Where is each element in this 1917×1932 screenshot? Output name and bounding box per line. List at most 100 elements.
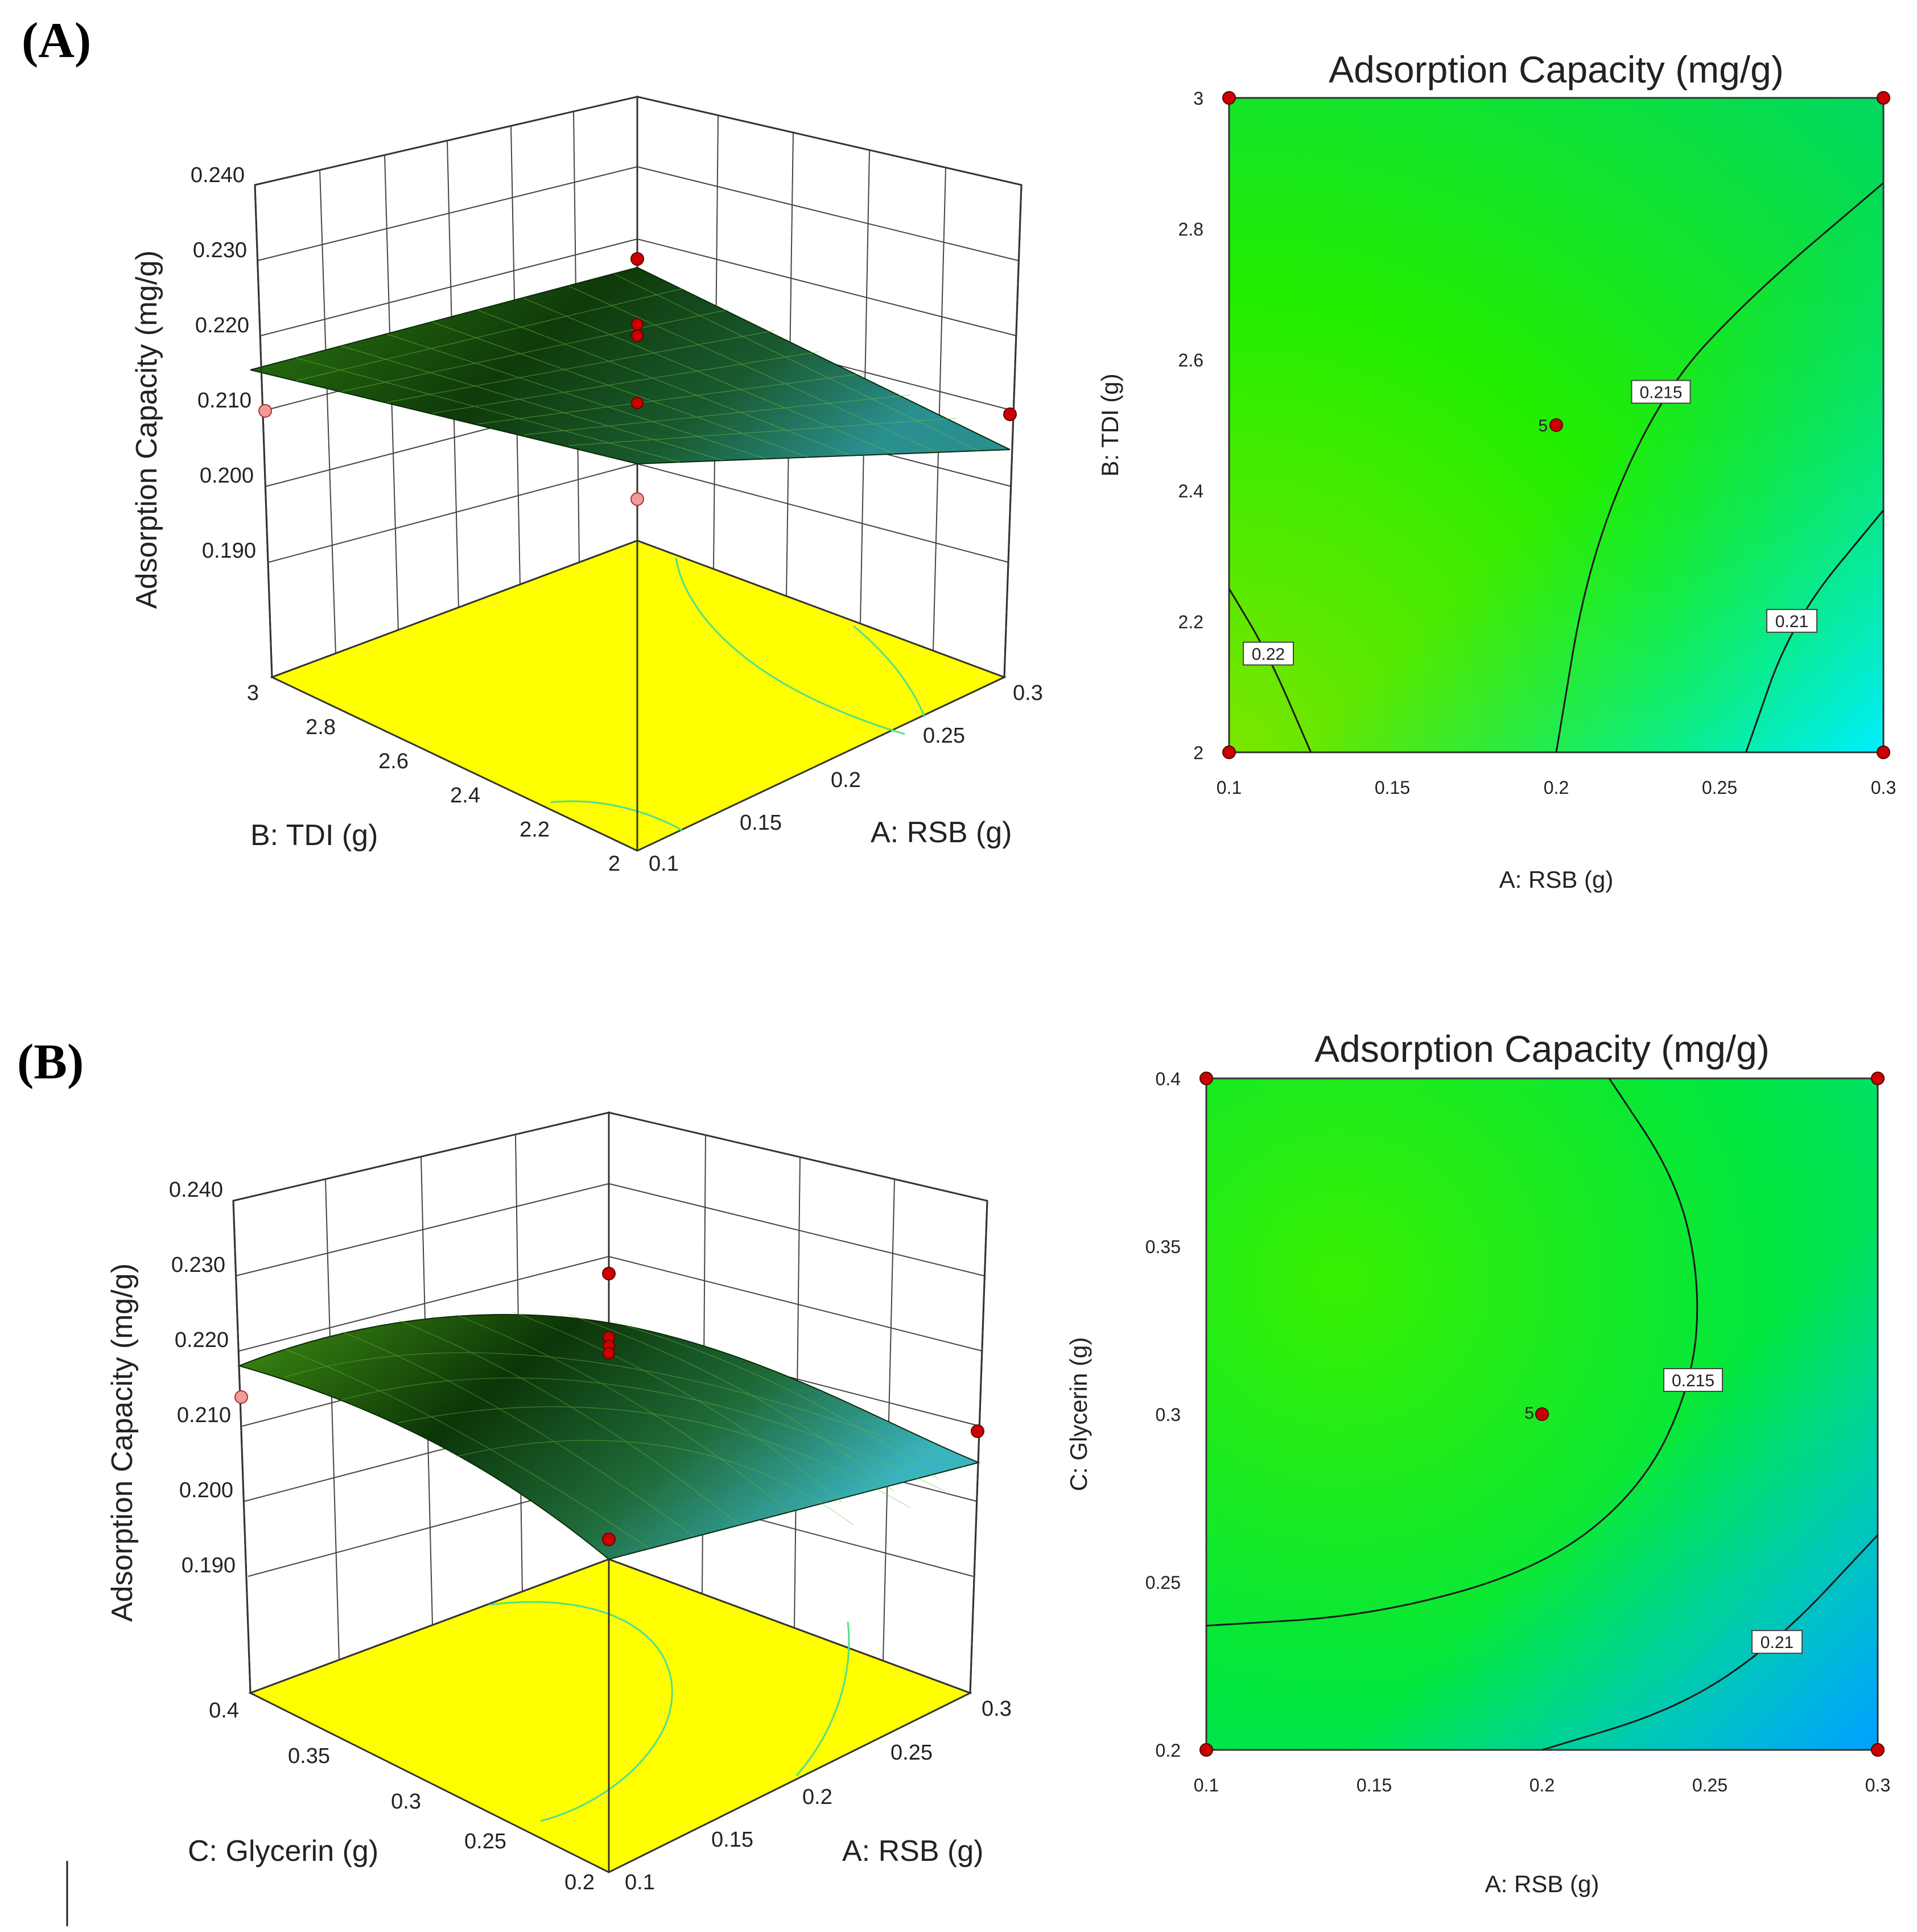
x-tick-b-020: 0.2 xyxy=(802,1785,832,1809)
surface-mesh-b xyxy=(284,1311,968,1548)
floor-contour-b2 xyxy=(795,1621,850,1776)
floor-projection-b xyxy=(248,1558,972,1873)
cx-tick-a-1: 0.15 xyxy=(1375,777,1410,798)
contour-line-a-2 xyxy=(1745,509,1885,753)
design-point-b7 xyxy=(971,1424,984,1438)
cy-tick-b-0: 0.2 xyxy=(1156,1740,1181,1761)
x-tick-a-020: 0.2 xyxy=(831,768,861,792)
y-tick-a-28: 2.8 xyxy=(306,715,336,739)
z-tick-b-4: 0.200 xyxy=(179,1478,233,1502)
contour-plot-b: 0.215 0.21 5 Adsorption Capacity (mg/g) 0… xyxy=(1065,1028,1890,1897)
x-tick-b-030: 0.3 xyxy=(982,1697,1012,1721)
svg-text:0.215: 0.215 xyxy=(1672,1371,1714,1390)
contour-line-b-0 xyxy=(1206,1078,1698,1627)
surface-plot-b: 0.240 0.230 0.220 0.210 0.200 0.190 Adso… xyxy=(66,1111,1012,1926)
contour-yticks-b: 0.2 0.25 0.3 0.35 0.4 xyxy=(1145,1069,1181,1761)
floor-contour-a2 xyxy=(853,625,926,718)
cy-tick-a-2: 2.4 xyxy=(1178,481,1203,501)
contour-design-point-b-1 xyxy=(1871,1072,1885,1085)
contour-ylabel-b: C: Glycerin (g) xyxy=(1065,1337,1092,1492)
contour-ylabel-a: B: TDI (g) xyxy=(1096,373,1123,476)
z-tick-a-2: 0.220 xyxy=(195,314,249,337)
svg-text:0.21: 0.21 xyxy=(1775,612,1808,631)
y-tick-a-24: 2.4 xyxy=(450,784,480,808)
contour-label-a-0: 0.22 xyxy=(1243,641,1294,666)
z-tick-b-2: 0.220 xyxy=(175,1328,229,1352)
cx-tick-a-4: 0.3 xyxy=(1871,777,1896,798)
cx-tick-b-0: 0.1 xyxy=(1194,1775,1219,1795)
z-axis-label-b: Adsorption Capacity (mg/g) xyxy=(106,1263,139,1622)
contour-design-points-a xyxy=(1222,91,1890,759)
floor-contour-a1 xyxy=(675,557,905,735)
x-ticks-a: 0.1 0.15 0.2 0.25 0.3 xyxy=(649,681,1043,876)
x-axis-label-a: A: RSB (g) xyxy=(871,816,1012,849)
y-tick-a-22: 2.2 xyxy=(520,818,550,842)
design-point-a2 xyxy=(631,318,644,331)
cx-tick-a-0: 0.1 xyxy=(1217,777,1242,798)
design-point-a1 xyxy=(630,252,644,266)
z-tick-a-1: 0.230 xyxy=(193,238,247,262)
x-tick-b-015: 0.15 xyxy=(711,1828,753,1852)
cx-tick-b-4: 0.3 xyxy=(1865,1775,1890,1795)
contour-yticks-a: 2 2.2 2.4 2.6 2.8 3 xyxy=(1178,88,1203,763)
contour-design-point-a-0 xyxy=(1222,91,1236,105)
x-tick-b-025: 0.25 xyxy=(891,1741,933,1765)
contour-design-point-a-2 xyxy=(1222,745,1236,759)
contour-lines-a: 0.22 0.215 0.21 xyxy=(1228,182,1885,753)
cy-tick-a-4: 2.8 xyxy=(1178,219,1203,240)
y-tick-a-3: 3 xyxy=(247,681,259,705)
cx-tick-a-2: 0.2 xyxy=(1544,777,1569,798)
cy-tick-a-3: 2.6 xyxy=(1178,350,1203,370)
z-tick-b-5: 0.190 xyxy=(182,1554,236,1577)
contour-design-point-b-4 xyxy=(1535,1407,1549,1421)
cy-tick-b-1: 0.25 xyxy=(1145,1572,1181,1593)
z-tick-a-3: 0.210 xyxy=(197,389,252,413)
y-axis-label-b: C: Glycerin (g) xyxy=(188,1835,378,1868)
y-tick-a-26: 2.6 xyxy=(378,749,409,773)
y-tick-a-2: 2 xyxy=(608,852,620,876)
x-axis-label-b: A: RSB (g) xyxy=(842,1835,984,1868)
cy-tick-b-4: 0.4 xyxy=(1156,1069,1181,1089)
y-tick-b-040: 0.4 xyxy=(209,1699,239,1723)
y-tick-b-030: 0.3 xyxy=(391,1790,421,1814)
design-point-a3 xyxy=(631,329,644,342)
cy-tick-b-3: 0.35 xyxy=(1145,1237,1181,1257)
panel-label-b: (B) xyxy=(17,1035,84,1090)
contour-line-a-0 xyxy=(1228,588,1312,753)
svg-text:0.22: 0.22 xyxy=(1252,645,1285,664)
center-label-b: 5 xyxy=(1524,1404,1534,1423)
contour-label-a-1: 0.215 xyxy=(1631,380,1691,404)
cy-tick-b-2: 0.3 xyxy=(1156,1404,1181,1425)
surface-mesh-a xyxy=(295,274,979,463)
design-point-a6 xyxy=(258,404,272,418)
contour-title-b: Adsorption Capacity (mg/g) xyxy=(1314,1028,1770,1070)
y-ticks-b: 0.4 0.35 0.3 0.25 0.2 xyxy=(209,1699,595,1894)
cx-tick-a-3: 0.25 xyxy=(1702,777,1737,798)
response-surface-a xyxy=(250,266,1011,465)
design-point-b5 xyxy=(602,1533,616,1546)
x-tick-a-010: 0.1 xyxy=(649,852,679,876)
contour-xticks-a: 0.1 0.15 0.2 0.25 0.3 xyxy=(1217,777,1896,798)
contour-label-b-0: 0.215 xyxy=(1663,1368,1723,1392)
contour-xticks-b: 0.1 0.15 0.2 0.25 0.3 xyxy=(1194,1775,1890,1795)
x-tick-a-025: 0.25 xyxy=(923,724,965,748)
panel-label-a: (A) xyxy=(22,13,91,68)
svg-text:0.215: 0.215 xyxy=(1639,384,1682,402)
floor-contour-a3 xyxy=(550,800,683,832)
y-ticks-a: 3 2.8 2.6 2.4 2.2 2 xyxy=(247,681,620,876)
design-point-b6 xyxy=(234,1390,248,1404)
z-tick-a-0: 0.240 xyxy=(191,163,245,187)
response-surface-b xyxy=(237,1313,981,1560)
cy-tick-a-0: 2 xyxy=(1193,743,1203,763)
x-tick-a-015: 0.15 xyxy=(740,811,782,835)
surface-plot-a: 0.240 0.230 0.220 0.210 0.200 0.190 Adso… xyxy=(130,96,1043,876)
cy-tick-a-5: 3 xyxy=(1193,88,1203,109)
y-axis-label-a: B: TDI (g) xyxy=(250,819,378,852)
contour-design-point-b-2 xyxy=(1199,1743,1213,1757)
cx-tick-b-1: 0.15 xyxy=(1357,1775,1392,1795)
cy-tick-a-1: 2.2 xyxy=(1178,612,1203,632)
design-point-a7 xyxy=(1003,407,1017,421)
design-point-a4 xyxy=(631,397,644,409)
z-ticks-a: 0.240 0.230 0.220 0.210 0.200 0.190 xyxy=(191,163,256,563)
